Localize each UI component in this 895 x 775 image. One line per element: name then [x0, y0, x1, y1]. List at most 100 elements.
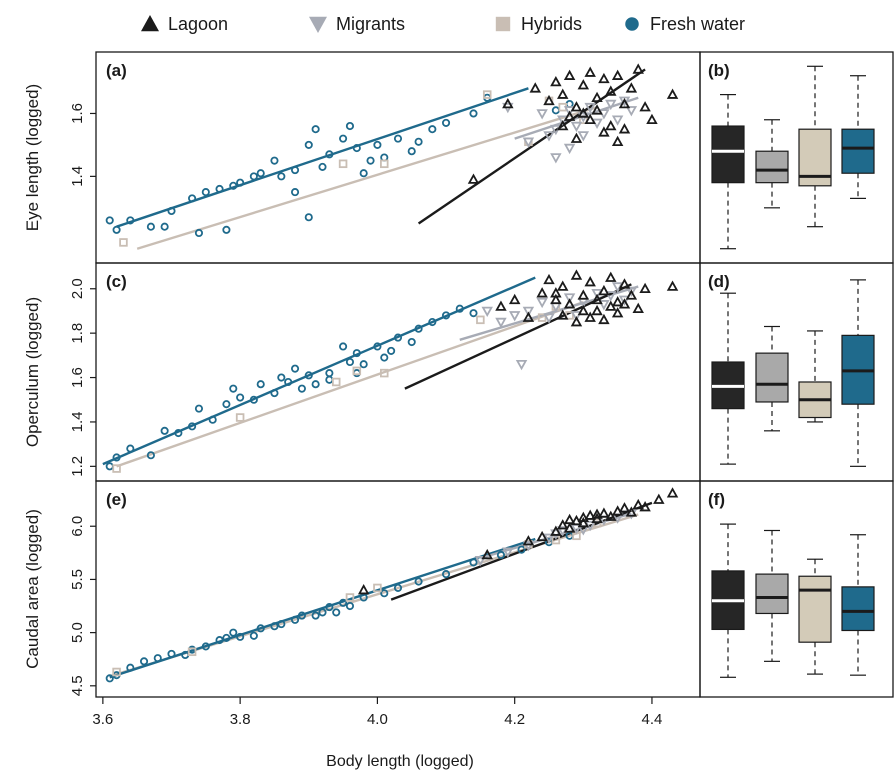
data-point [304, 371, 313, 380]
data-point [605, 271, 617, 282]
panel-label: (b) [708, 61, 730, 80]
fit-line-fresh [116, 87, 529, 228]
boxplot-lagoon [711, 292, 745, 465]
data-point [611, 307, 624, 318]
data-point [517, 545, 526, 554]
data-point [543, 94, 555, 106]
data-point [331, 377, 341, 387]
data-point [639, 101, 651, 112]
data-point [625, 286, 638, 298]
data-point [414, 324, 423, 333]
data-point [256, 169, 265, 178]
data-point [550, 75, 562, 87]
legend-item: Lagoon [141, 14, 228, 34]
data-point [591, 508, 603, 519]
data-point [215, 636, 224, 645]
y-tick-label: 1.6 [69, 103, 86, 124]
y-tick-label: 6.0 [69, 516, 86, 537]
data-point [112, 464, 121, 473]
legend: Lagoon Migrants Hybrids Fresh water [141, 14, 745, 34]
data-point [577, 304, 590, 316]
data-point [584, 113, 596, 125]
data-point [325, 603, 334, 612]
box [711, 125, 745, 184]
data-point [407, 337, 416, 347]
data-point [380, 353, 389, 362]
data-point [476, 315, 485, 325]
data-point [605, 99, 617, 111]
data-point [537, 313, 547, 322]
data-point [666, 487, 679, 498]
data-point [414, 577, 423, 586]
data-point [469, 309, 478, 318]
data-point [380, 589, 389, 598]
legend-item: Hybrids [495, 14, 582, 34]
data-point [495, 317, 507, 329]
data-point [570, 101, 583, 112]
data-point [611, 115, 624, 126]
data-point [570, 316, 583, 327]
data-point [325, 150, 334, 159]
data-point [284, 377, 293, 387]
box [755, 150, 789, 184]
data-point [297, 611, 306, 620]
box [755, 352, 789, 403]
data-point [325, 375, 334, 384]
data-point [543, 533, 555, 544]
data-point [270, 622, 279, 631]
legend-item: Migrants [309, 14, 405, 34]
data-point [482, 90, 492, 99]
data-point [625, 106, 638, 117]
data-point [373, 140, 382, 149]
data-point [201, 642, 210, 651]
data-point [515, 359, 528, 371]
scatter-panel: (e) (f) 4.5 5.0 5.5 6.0 Caudal area (logged) [23, 480, 894, 698]
legend-marker-triangle-down [309, 16, 327, 33]
data-point [277, 373, 286, 382]
data-point [639, 501, 651, 512]
data-point [236, 178, 245, 187]
data-point [339, 134, 348, 143]
data-point [297, 384, 306, 393]
data-point [591, 304, 603, 316]
data-point [556, 309, 569, 320]
data-point [187, 647, 197, 657]
data-point [188, 422, 197, 431]
data-point [646, 113, 658, 125]
data-point [550, 287, 562, 298]
data-point [495, 300, 507, 311]
data-point [126, 216, 135, 225]
y-tick-label: 5.5 [69, 569, 86, 590]
data-point [393, 583, 403, 592]
data-point [563, 522, 576, 533]
panels: (a) (b) 1.4 1.6 Eye length (logged) (c) (d) 1.2… [23, 51, 894, 728]
data-point [556, 88, 569, 99]
data-point [598, 72, 610, 84]
data-point [380, 159, 389, 169]
legend-label: Fresh water [650, 14, 745, 34]
y-tick-label: 2.0 [69, 278, 86, 299]
data-point [345, 593, 355, 602]
data-point [222, 633, 231, 642]
data-point [146, 451, 155, 460]
fit-line-fresh [102, 276, 536, 466]
data-point [591, 293, 603, 305]
data-point [229, 181, 238, 190]
boxplot-hybrids [798, 65, 832, 228]
data-point [373, 342, 382, 351]
data-point [605, 510, 617, 521]
data-point [632, 498, 644, 510]
y-tick-label: 5.0 [69, 622, 86, 643]
boxplot-fresh [841, 75, 875, 199]
data-point [605, 300, 617, 311]
data-point [550, 153, 562, 164]
data-point [126, 444, 135, 453]
boxplot-lagoon [711, 93, 745, 250]
panel-label: (c) [106, 272, 127, 291]
data-point [290, 166, 300, 175]
data-point [208, 415, 217, 424]
data-point [373, 583, 382, 593]
data-point [666, 280, 679, 291]
x-tick-label: 4.2 [504, 711, 525, 728]
data-point [167, 206, 176, 216]
